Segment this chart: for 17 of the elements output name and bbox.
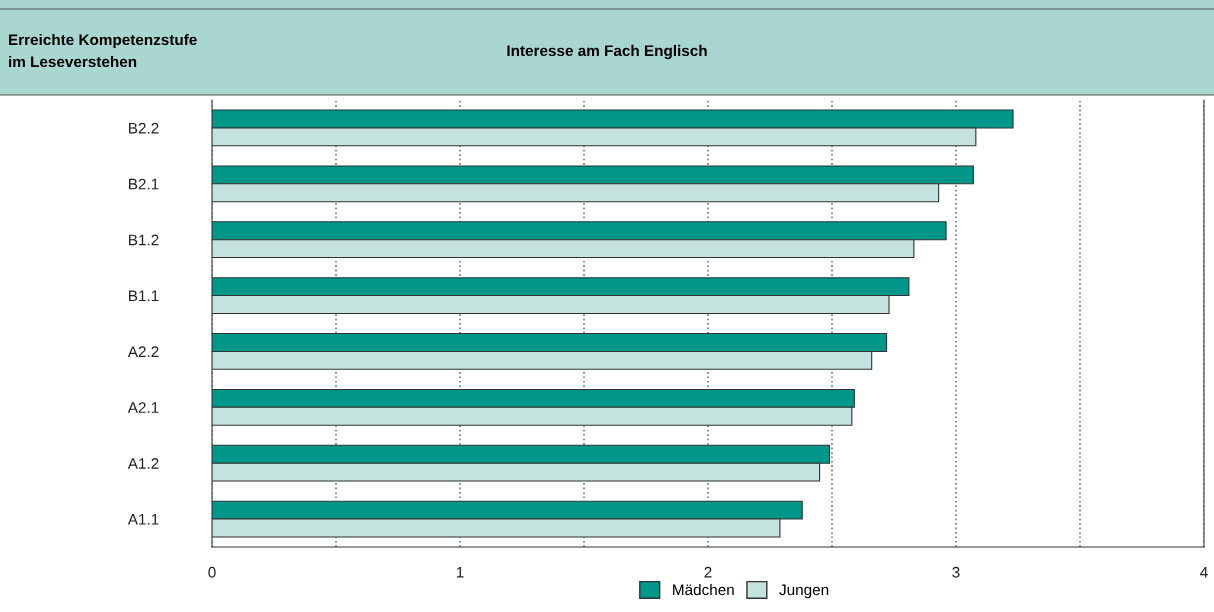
x-tick-label: 2 xyxy=(704,566,712,578)
chart-title: Interesse am Fach Englisch xyxy=(507,44,707,60)
legend-label: Mädchen xyxy=(673,583,734,596)
y-tick-label: B1.2 xyxy=(129,234,159,246)
y-tick-label: A2.1 xyxy=(127,402,159,413)
legend-label: Jungen xyxy=(779,584,829,599)
x-tick-label: 1 xyxy=(456,567,464,578)
y-tick-label: B2.2 xyxy=(129,122,159,134)
x-tick-label: 4 xyxy=(1200,567,1208,578)
x-tick-label: 3 xyxy=(952,566,960,578)
x-tick-label: 0 xyxy=(208,566,216,578)
y-tick-label: A2.2 xyxy=(127,346,159,357)
y-tick-label: A1.1 xyxy=(127,514,159,525)
y-tick-label: B1.1 xyxy=(129,290,159,302)
y-axis-title: Erreichte Kompetenzstufe im Leseverstehen xyxy=(9,33,197,68)
y-tick-label: A1.2 xyxy=(127,458,159,469)
y-tick-label: B2.1 xyxy=(129,178,159,190)
